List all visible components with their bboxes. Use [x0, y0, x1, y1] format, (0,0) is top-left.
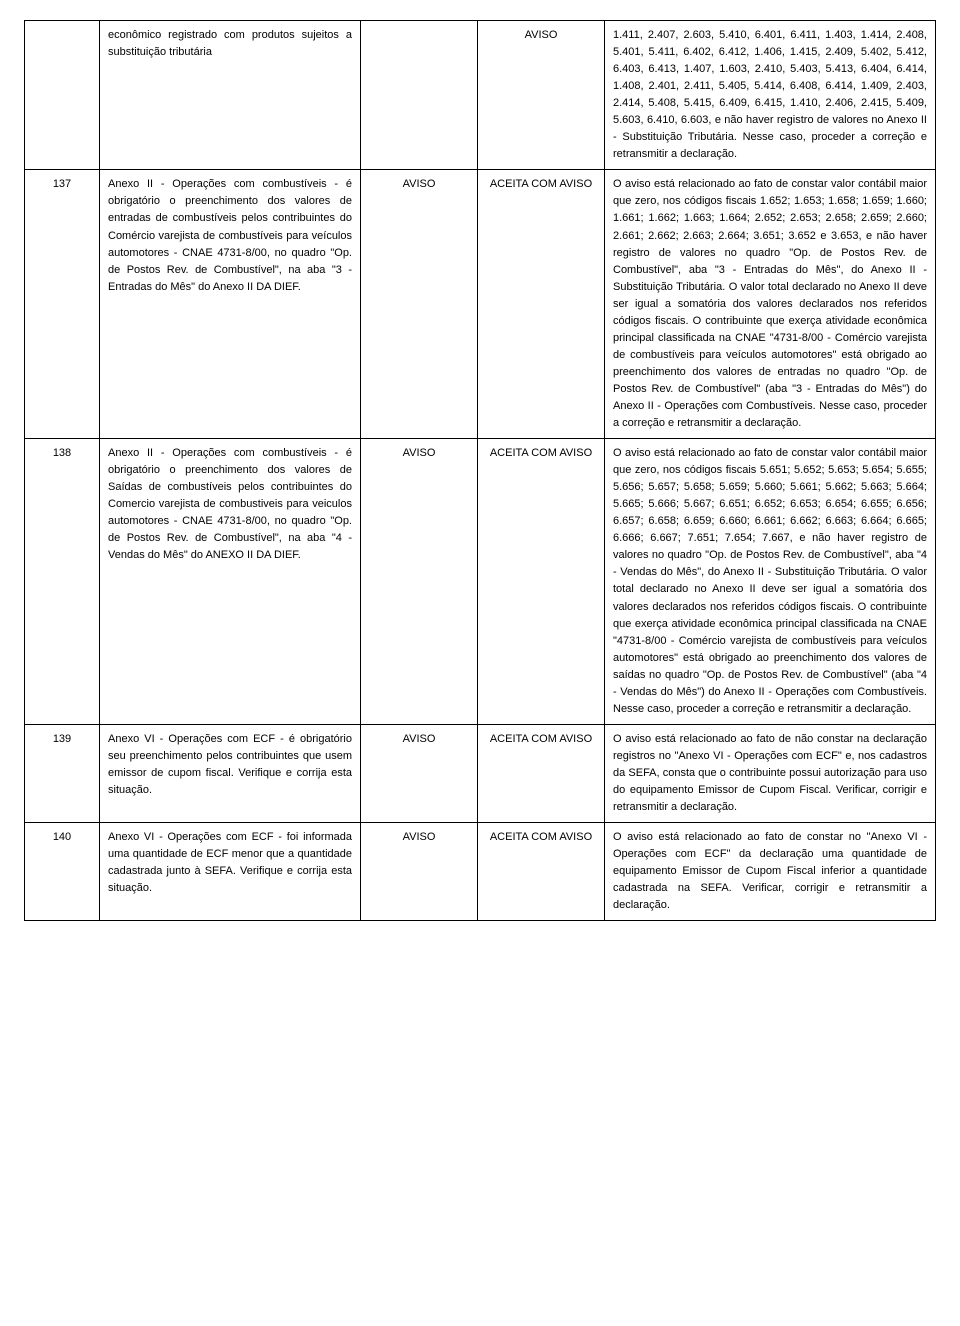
cell-desc: econômico registrado com produtos sujeit…: [100, 21, 361, 170]
rules-tbody: econômico registrado com produtos sujeit…: [25, 21, 936, 921]
table-row: 140 Anexo VI - Operações com ECF - foi i…: [25, 823, 936, 921]
cell-status: ACEITA COM AVISO: [478, 170, 605, 439]
cell-desc: Anexo VI - Operações com ECF - foi infor…: [100, 823, 361, 921]
cell-type: AVISO: [361, 724, 478, 822]
cell-status: ACEITA COM AVISO: [478, 724, 605, 822]
cell-detail: O aviso está relacionado ao fato de cons…: [605, 439, 936, 725]
cell-status: ACEITA COM AVISO: [478, 439, 605, 725]
cell-desc: Anexo II - Operações com combustíveis - …: [100, 170, 361, 439]
cell-type: AVISO: [361, 439, 478, 725]
cell-id: 140: [25, 823, 100, 921]
table-row: econômico registrado com produtos sujeit…: [25, 21, 936, 170]
cell-detail: O aviso está relacionado ao fato de cons…: [605, 823, 936, 921]
cell-status: AVISO: [478, 21, 605, 170]
table-row: 139 Anexo VI - Operações com ECF - é obr…: [25, 724, 936, 822]
table-row: 138 Anexo II - Operações com combustívei…: [25, 439, 936, 725]
cell-detail: 1.411, 2.407, 2.603, 5.410, 6.401, 6.411…: [605, 21, 936, 170]
cell-id: 137: [25, 170, 100, 439]
cell-type: [361, 21, 478, 170]
table-row: 137 Anexo II - Operações com combustívei…: [25, 170, 936, 439]
cell-type: AVISO: [361, 823, 478, 921]
cell-id: 139: [25, 724, 100, 822]
cell-detail: O aviso está relacionado ao fato de não …: [605, 724, 936, 822]
rules-table: econômico registrado com produtos sujeit…: [24, 20, 936, 921]
cell-id: [25, 21, 100, 170]
cell-desc: Anexo II - Operações com combustíveis - …: [100, 439, 361, 725]
cell-type: AVISO: [361, 170, 478, 439]
cell-id: 138: [25, 439, 100, 725]
cell-detail: O aviso está relacionado ao fato de cons…: [605, 170, 936, 439]
cell-status: ACEITA COM AVISO: [478, 823, 605, 921]
cell-desc: Anexo VI - Operações com ECF - é obrigat…: [100, 724, 361, 822]
